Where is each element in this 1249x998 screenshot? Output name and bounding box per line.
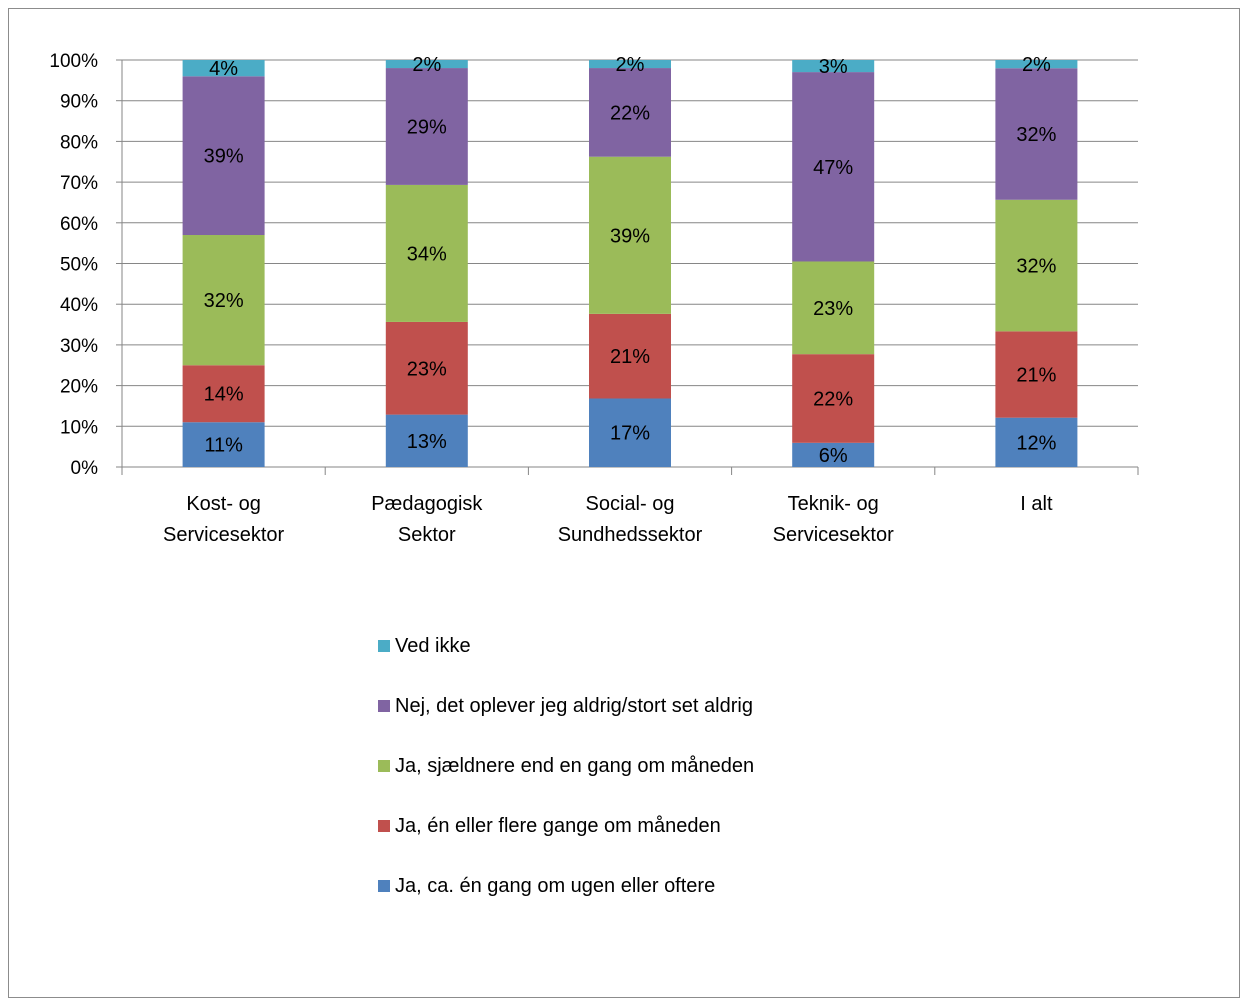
data-label: 11% [204, 435, 243, 457]
legend-swatch [378, 880, 390, 892]
bar-segment [182, 60, 265, 77]
data-label: 2% [412, 54, 441, 76]
data-label: 14% [204, 384, 244, 406]
bar-segment [385, 321, 468, 415]
data-label: 17% [610, 423, 650, 445]
data-label: 21% [1016, 365, 1056, 387]
data-label: 32% [204, 290, 244, 312]
data-label: 32% [1016, 256, 1056, 278]
data-label: 47% [813, 157, 853, 179]
data-label: 12% [1016, 432, 1056, 454]
bar-segment [589, 60, 671, 69]
legend-label: Ja, én eller flere gange om måneden [395, 815, 721, 837]
category-label: Pædagogisk [371, 493, 483, 515]
y-tick-label: 0% [71, 458, 99, 479]
bar-segment [589, 156, 671, 314]
y-tick-label: 70% [60, 173, 98, 194]
bar-segment [792, 72, 875, 262]
legend-label: Nej, det oplever jeg aldrig/stort set al… [395, 695, 753, 717]
data-label: 6% [819, 445, 848, 467]
bar-segment [995, 199, 1078, 332]
data-label: 23% [813, 298, 853, 320]
bar-segment [792, 60, 875, 73]
bar-segment [385, 184, 468, 322]
y-tick-label: 80% [60, 132, 98, 153]
y-tick-label: 30% [60, 336, 98, 357]
data-label: 2% [1022, 54, 1051, 76]
bar-segment [792, 442, 875, 467]
category-label: Servicesektor [163, 524, 284, 546]
bar-segment [792, 261, 875, 355]
category-label: Social- og [586, 493, 675, 515]
bar-segment [182, 235, 265, 366]
legend-swatch [378, 640, 390, 652]
bar-segment [385, 414, 468, 467]
legend-label: Ja, sjældnere end en gang om måneden [395, 755, 754, 777]
data-label: 39% [610, 225, 650, 247]
legend-swatch [378, 760, 390, 772]
data-label: 2% [616, 54, 645, 76]
bar-segment [792, 354, 875, 443]
bar-segment [995, 68, 1078, 200]
legend-label: Ved ikke [395, 635, 471, 657]
y-tick-label: 40% [60, 295, 98, 316]
data-label: 22% [610, 102, 650, 124]
data-label: 22% [813, 388, 853, 410]
category-label: Servicesektor [773, 524, 894, 546]
y-tick-label: 60% [60, 214, 98, 235]
stacked-bar-chart: 0% 10% 20% 30% 40% 50% 60% 70% 80% 90% 100% 11% 14% 3… [49, 51, 1139, 897]
category-label: Teknik- og [788, 493, 879, 515]
data-label: 34% [407, 243, 447, 265]
y-tick-label: 100% [49, 51, 98, 72]
bar-segment [995, 331, 1078, 418]
data-label: 3% [819, 56, 848, 78]
category-label: Sektor [398, 524, 456, 546]
y-tick-label: 10% [60, 417, 98, 438]
data-label: 39% [204, 146, 244, 168]
legend-label: Ja, ca. én gang om ugen eller oftere [395, 875, 715, 897]
category-label: I alt [1020, 493, 1053, 515]
legend-swatch [378, 700, 390, 712]
data-label: 32% [1016, 124, 1056, 146]
bar-segment [182, 76, 265, 236]
data-label: 13% [407, 431, 447, 453]
legend-swatch [378, 820, 390, 832]
bar-segment [385, 60, 468, 69]
bar-segment [182, 365, 265, 423]
bar-segment [589, 398, 671, 467]
bar-segment [995, 417, 1078, 467]
bar-segment [589, 68, 671, 157]
bar-segment [995, 60, 1078, 69]
data-label: 4% [209, 58, 238, 80]
category-label: Sundhedssektor [558, 524, 703, 546]
y-tick-label: 90% [60, 92, 98, 113]
bar-segment [182, 422, 265, 467]
data-label: 23% [407, 358, 447, 380]
data-label: 21% [610, 346, 650, 368]
y-tick-label: 20% [60, 377, 98, 398]
bar-segment [385, 68, 468, 185]
data-label: 29% [407, 116, 447, 138]
bar-segment [589, 313, 671, 399]
y-tick-label: 50% [60, 255, 98, 276]
category-label: Kost- og [186, 493, 260, 515]
